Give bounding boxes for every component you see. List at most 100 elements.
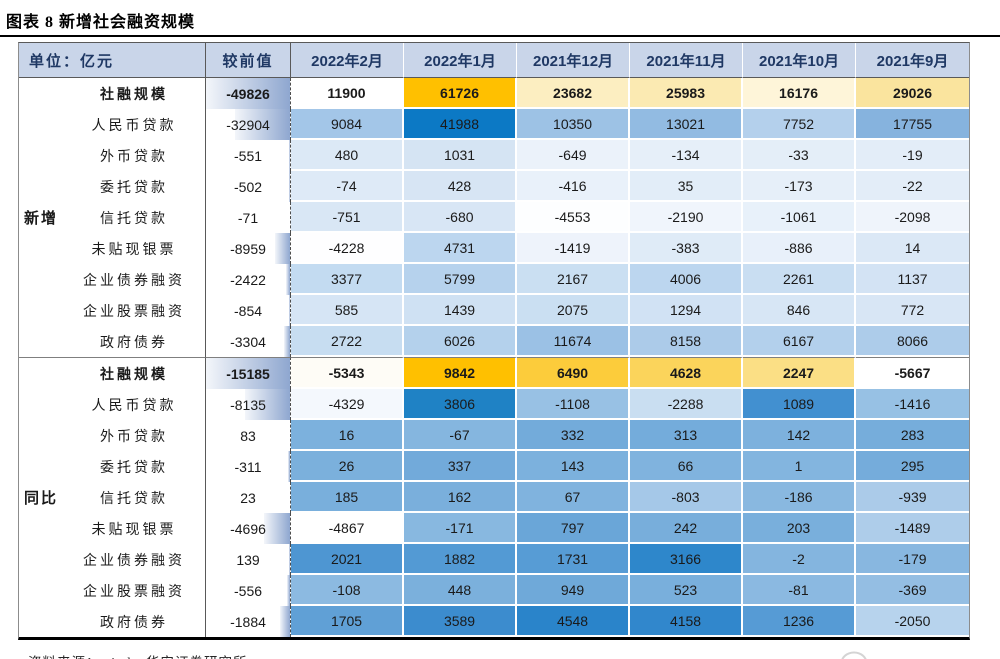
value-cell: -19 xyxy=(856,140,970,171)
value-cell: -803 xyxy=(630,482,744,513)
table-row: 政府债券 -1884 1705 3589 4548 4158 1236 -2050 xyxy=(19,606,970,637)
prev-value-cell: 139 xyxy=(206,544,292,575)
value-cell: 1705 xyxy=(291,606,405,637)
value-cell: 17755 xyxy=(856,109,970,140)
column-header: 2021年9月 xyxy=(856,43,970,78)
row-label: 信托贷款 xyxy=(63,482,207,513)
prev-value-cell: -2422 xyxy=(206,264,292,295)
prev-value: -71 xyxy=(237,209,259,226)
watermark-text: 何宁宏观 xyxy=(888,653,992,659)
value-cell: 61726 xyxy=(404,78,518,109)
data-bar xyxy=(284,326,291,357)
value-cell: 1137 xyxy=(856,264,970,295)
table-row: 企业债券融资 -2422 3377 5799 2167 4006 2261 1137 xyxy=(19,264,970,295)
row-label: 外币贷款 xyxy=(63,140,207,171)
prev-value: -3304 xyxy=(230,333,266,350)
value-cell: 1882 xyxy=(404,544,518,575)
table-row: 未贴现银票 -8959 -4228 4731 -1419 -383 -886 14 xyxy=(19,233,970,264)
table-row: 同比 社融规模 -15185 -5343 9842 6490 4628 2247 -5667 xyxy=(19,357,970,637)
value-cell: -5343 xyxy=(291,357,405,389)
value-cell: -108 xyxy=(291,575,405,606)
prev-value: 23 xyxy=(240,489,256,506)
value-cell: 11674 xyxy=(517,326,631,357)
table-row: 企业股票融资 -854 585 1439 2075 1294 846 772 xyxy=(19,295,970,326)
value-cell: -649 xyxy=(517,140,631,171)
prev-value-cell: -71 xyxy=(206,202,292,233)
title-divider xyxy=(0,35,1000,37)
value-cell: -134 xyxy=(630,140,744,171)
value-cell: 772 xyxy=(856,295,970,326)
value-cell: -2 xyxy=(743,544,857,575)
data-bar xyxy=(285,264,291,295)
value-cell: -179 xyxy=(856,544,970,575)
prev-value-cell: -15185 xyxy=(206,357,292,389)
prev-value-cell: -311 xyxy=(206,451,292,482)
value-cell: -173 xyxy=(743,171,857,202)
value-cell: 14 xyxy=(856,233,970,264)
prev-value: -15185 xyxy=(226,365,270,382)
source-note: 资料来源：wind，华安证券研究所 xyxy=(28,651,248,659)
data-bar xyxy=(289,171,291,202)
data-bar xyxy=(234,109,291,140)
prev-value: -551 xyxy=(234,147,263,164)
value-cell: -4329 xyxy=(291,389,405,420)
value-cell: 242 xyxy=(630,513,744,544)
figure-title: 图表 8 新增社会融资规模 xyxy=(6,14,196,31)
row-label: 人民币贷款 xyxy=(63,389,207,420)
value-cell: -2050 xyxy=(856,606,970,637)
value-cell: -33 xyxy=(743,140,857,171)
value-cell: 3166 xyxy=(630,544,744,575)
data-bar xyxy=(206,78,291,109)
value-cell: 8066 xyxy=(856,326,970,357)
value-cell: 35 xyxy=(630,171,744,202)
value-cell: 29026 xyxy=(856,78,970,109)
row-label: 委托贷款 xyxy=(63,171,207,202)
value-cell: -2288 xyxy=(630,389,744,420)
prev-value: -311 xyxy=(234,458,262,475)
value-cell: 585 xyxy=(291,295,405,326)
value-cell: 1731 xyxy=(517,544,631,575)
row-label: 未贴现银票 xyxy=(63,233,207,264)
data-bar xyxy=(289,140,291,171)
value-cell: 13021 xyxy=(630,109,744,140)
table-row: 政府债券 -3304 2722 6026 11674 8158 6167 8066 xyxy=(19,326,970,357)
value-cell: 448 xyxy=(404,575,518,606)
row-label: 企业债券融资 xyxy=(63,264,207,295)
header-row: 单位：亿元 较前值 2022年2月 2022年1月 2021年12月 2021年11月 20… xyxy=(19,43,970,78)
value-cell: 428 xyxy=(404,171,518,202)
value-cell: 1439 xyxy=(404,295,518,326)
prev-value: 139 xyxy=(236,551,260,568)
value-cell: 4628 xyxy=(630,357,744,389)
row-label: 信托贷款 xyxy=(63,202,207,233)
data-bar xyxy=(288,295,291,326)
prev-value: -49826 xyxy=(226,85,270,102)
prev-value: -4696 xyxy=(230,520,266,537)
value-cell: 2021 xyxy=(291,544,405,575)
row-label: 企业债券融资 xyxy=(63,544,207,575)
sofr-table: 单位：亿元 较前值 2022年2月 2022年1月 2021年12月 2021年11月 20… xyxy=(19,43,970,637)
prev-value: -1884 xyxy=(230,613,266,630)
column-header: 2021年10月 xyxy=(743,43,857,78)
value-cell: 313 xyxy=(630,420,744,451)
value-cell: -171 xyxy=(404,513,518,544)
prev-value-cell: -551 xyxy=(206,140,292,171)
table-row: 外币贷款 -551 480 1031 -649 -134 -33 -19 xyxy=(19,140,970,171)
value-cell: 3806 xyxy=(404,389,518,420)
value-cell: 11900 xyxy=(291,78,405,109)
value-cell: 162 xyxy=(404,482,518,513)
value-cell: 25983 xyxy=(630,78,744,109)
value-cell: 1294 xyxy=(630,295,744,326)
value-cell: 2075 xyxy=(517,295,631,326)
table-row: 企业债券融资 139 2021 1882 1731 3166 -2 -179 xyxy=(19,544,970,575)
table-row: 新增 社融规模 -49826 11900 61726 23682 25983 16176 290… xyxy=(19,78,970,357)
value-cell: 1236 xyxy=(743,606,857,637)
value-cell: 1031 xyxy=(404,140,518,171)
value-cell: 3377 xyxy=(291,264,405,295)
value-cell: -186 xyxy=(743,482,857,513)
value-cell: 26 xyxy=(291,451,405,482)
value-cell: 41988 xyxy=(404,109,518,140)
prev-value-cell: 83 xyxy=(206,420,292,451)
value-cell: 185 xyxy=(291,482,405,513)
table-row: 委托贷款 -502 -74 428 -416 35 -173 -22 xyxy=(19,171,970,202)
